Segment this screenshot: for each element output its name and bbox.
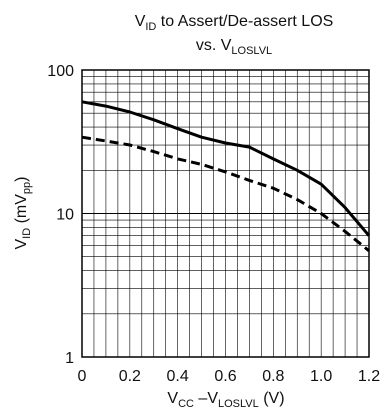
series-line-solid	[81, 100, 371, 237]
x-tick-label: 0.2	[119, 368, 141, 385]
plot-grid	[82, 70, 369, 357]
x-axis-label: VCC –VLOSLVL (V)	[167, 390, 284, 410]
series-line-dashed	[81, 135, 370, 252]
plot-frame	[81, 69, 370, 358]
x-tick-label: 0.4	[167, 368, 189, 385]
chart-title-line-1: VID to Assert/De-assert LOS	[135, 13, 334, 33]
x-tick-label: 0.6	[214, 368, 236, 385]
x-tick-label: 0.8	[262, 368, 284, 385]
x-tick-label: 1.0	[310, 368, 332, 385]
x-tick-label: 0	[78, 368, 87, 385]
x-tick-label: 1.2	[358, 368, 380, 385]
y-axis-label: VID (mVpp)	[13, 176, 33, 249]
y-tick-label: 10	[56, 207, 74, 224]
y-tick-label: 1	[65, 350, 74, 367]
y-tick-label: 100	[47, 63, 74, 80]
chart-title-line-2: vs. VLOSLVL	[196, 37, 272, 57]
series-layer	[81, 100, 371, 252]
tick-labels: 0 0.2 0.4 0.6 0.8 1.0 1.2 1 10 100	[47, 63, 380, 385]
